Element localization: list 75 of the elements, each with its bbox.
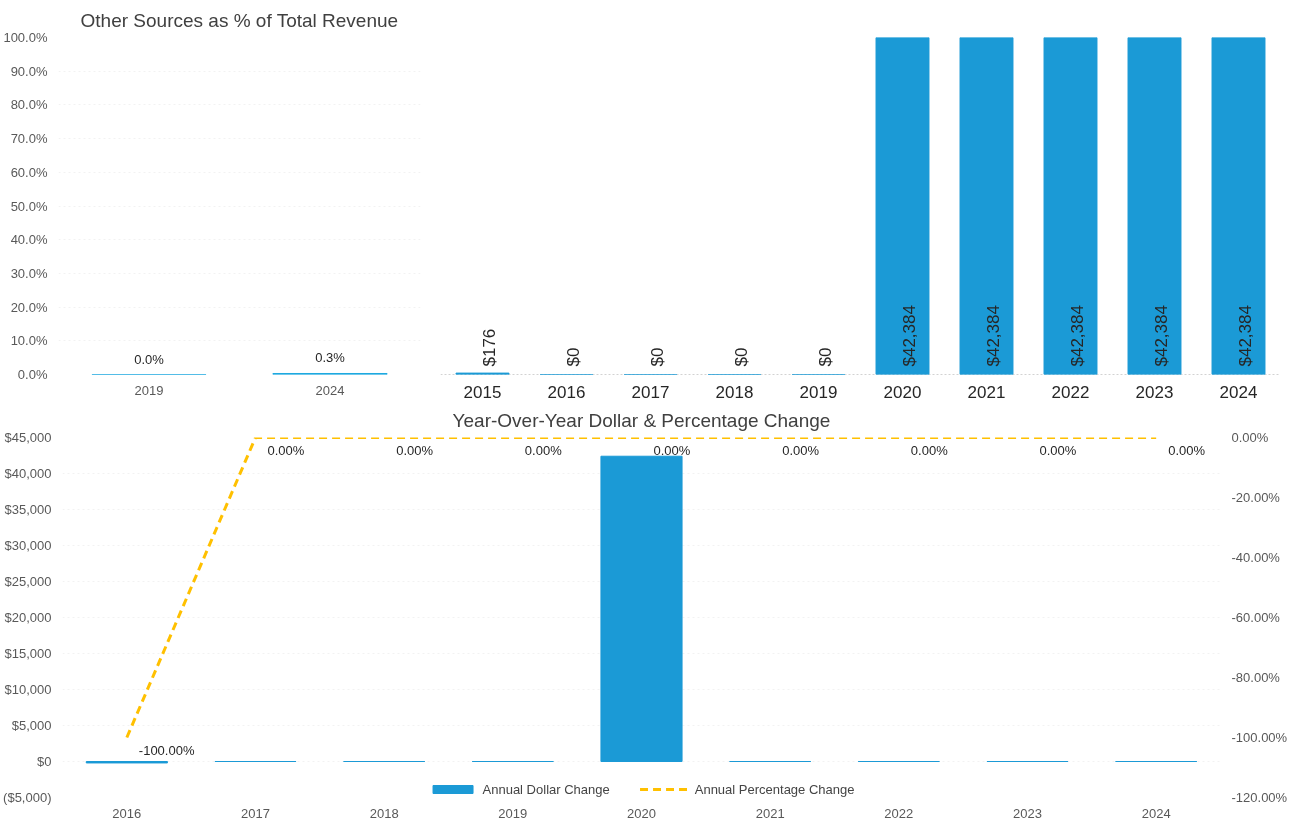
data-label: $0: [648, 347, 667, 367]
y-tick-label: 30.0%: [10, 265, 48, 281]
y2-tick-label: 0.00%: [1231, 430, 1269, 445]
x-tick-label: 2020: [883, 382, 922, 402]
data-label: 0.00%: [524, 442, 563, 458]
x-tick-label: 2023: [1013, 805, 1042, 821]
x-tick-label: 2022: [1051, 382, 1090, 402]
x-tick-label: 2024: [1219, 382, 1258, 402]
data-label: $0: [564, 347, 583, 367]
y-tick-label: 100.0%: [3, 30, 48, 45]
data-label: 0.00%: [396, 442, 434, 458]
data-label: $42,384: [1068, 305, 1087, 367]
data-label: $42,384: [900, 305, 919, 367]
y2-tick-label: -100.00%: [1231, 730, 1288, 745]
chart-title: Other Sources as % of Total Revenue: [80, 9, 399, 31]
y-tick-label: $40,000: [4, 466, 52, 481]
y-tick-label: 90.0%: [10, 63, 48, 79]
x-tick-label: 2024: [1141, 805, 1171, 821]
x-tick-label: 2016: [112, 805, 142, 821]
y-tick-label: 10.0%: [10, 333, 48, 349]
y-tick-label: 80.0%: [10, 97, 48, 113]
x-tick-label: 2015: [463, 382, 502, 402]
y-tick-label: 20.0%: [10, 299, 48, 315]
data-label: 0.0%: [134, 351, 165, 367]
data-label: 0.00%: [653, 442, 691, 458]
data-label: 0.00%: [1168, 442, 1206, 458]
x-tick-label: 2023: [1135, 382, 1174, 402]
data-label: $42,384: [984, 305, 1003, 367]
data-label: $0: [732, 347, 751, 367]
y-tick-label: ($5,000): [3, 790, 52, 805]
y2-tick-label: -60.00%: [1231, 610, 1281, 625]
y-tick-label: 70.0%: [10, 131, 48, 147]
y-tick-label: $20,000: [4, 610, 52, 625]
data-label: $42,384: [1236, 305, 1255, 367]
legend-label: Annual Percentage Change: [694, 781, 855, 797]
x-tick-label: 2024: [315, 382, 345, 398]
x-tick-label: 2021: [967, 382, 1006, 402]
data-label: 0.00%: [1039, 442, 1077, 458]
x-tick-label: 2021: [755, 805, 785, 821]
data-label: 0.3%: [315, 350, 346, 366]
y2-tick-label: -120.00%: [1231, 790, 1288, 805]
y-tick-label: 50.0%: [10, 198, 48, 214]
y-tick-label: 0.0%: [17, 367, 48, 382]
data-label: $0: [816, 347, 835, 367]
y-tick-label: $0: [37, 754, 52, 769]
data-label: 0.00%: [910, 442, 949, 458]
chart-title: Year-Over-Year Dollar & Percentage Change: [452, 409, 831, 431]
y2-tick-label: -80.00%: [1231, 670, 1281, 685]
y-tick-label: $5,000: [11, 718, 52, 733]
x-tick-label: 2018: [715, 382, 754, 402]
y-tick-label: $35,000: [4, 502, 52, 517]
x-tick-label: 2019: [498, 805, 528, 821]
y-tick-label: $25,000: [4, 574, 52, 589]
legend-label: Annual Dollar Change: [482, 781, 610, 797]
y-tick-label: $30,000: [4, 538, 52, 553]
data-label: $42,384: [1152, 305, 1171, 367]
x-tick-label: 2022: [884, 805, 914, 821]
y2-tick-label: -40.00%: [1231, 550, 1281, 565]
y-tick-label: $15,000: [4, 646, 52, 661]
x-tick-label: 2020: [627, 805, 656, 821]
x-tick-label: 2019: [799, 382, 838, 402]
data-label: 0.00%: [267, 442, 305, 458]
y-tick-label: 40.0%: [10, 232, 48, 248]
x-tick-label: 2017: [241, 805, 270, 821]
y-tick-label: 60.0%: [10, 164, 48, 180]
x-tick-label: 2016: [547, 382, 586, 402]
y-tick-label: $45,000: [4, 430, 52, 445]
x-tick-label: 2017: [631, 382, 670, 402]
data-label: -100.00%: [138, 742, 195, 758]
y-tick-label: $10,000: [4, 682, 52, 697]
data-label: 0.00%: [782, 442, 820, 458]
data-label: $176: [480, 328, 499, 367]
y2-tick-label: -20.00%: [1231, 490, 1281, 505]
x-tick-label: 2018: [369, 805, 399, 821]
x-tick-label: 2019: [134, 382, 164, 398]
